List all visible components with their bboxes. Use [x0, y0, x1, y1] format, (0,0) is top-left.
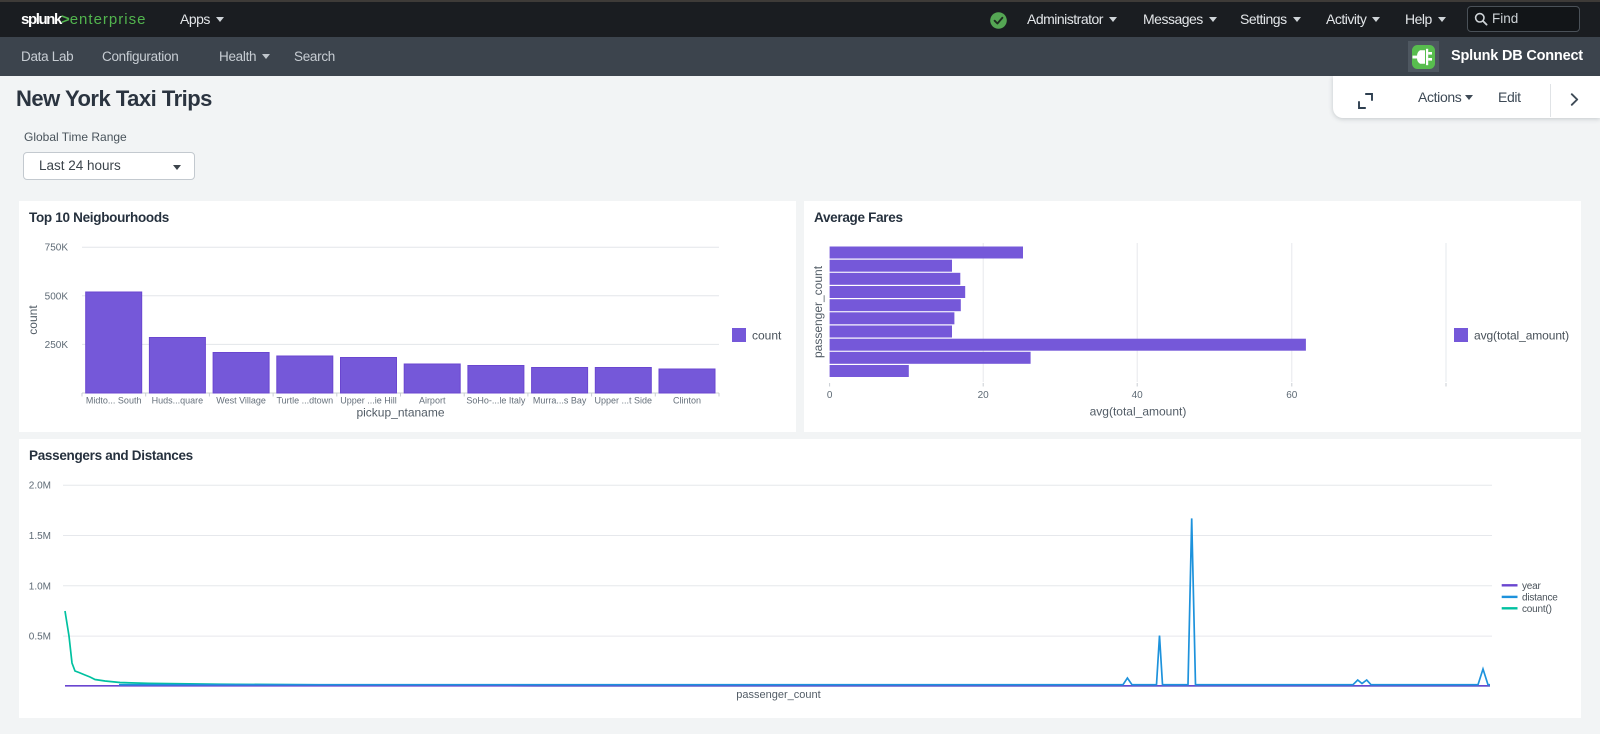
svg-text:avg(total_amount): avg(total_amount) [1090, 405, 1187, 419]
svg-text:2.0M: 2.0M [29, 481, 51, 492]
svg-text:1.5M: 1.5M [29, 531, 51, 542]
svg-text:Turtle ...dtown: Turtle ...dtown [276, 396, 333, 406]
svg-text:Upper ...t Side: Upper ...t Side [595, 396, 653, 406]
svg-text:distance: distance [1522, 592, 1558, 603]
svg-text:500K: 500K [45, 291, 69, 302]
svg-text:Huds...quare: Huds...quare [152, 396, 204, 406]
svg-text:passenger_count: passenger_count [811, 265, 825, 358]
svg-text:750K: 750K [45, 243, 69, 254]
svg-text:Murra...s Bay: Murra...s Bay [533, 396, 587, 406]
svg-text:0.5M: 0.5M [29, 632, 51, 643]
svg-text:40: 40 [1132, 390, 1144, 401]
svg-text:Clinton: Clinton [673, 396, 701, 406]
svg-text:Airport: Airport [419, 396, 446, 406]
svg-text:SoHo-...le Italy: SoHo-...le Italy [466, 396, 526, 406]
svg-text:count(): count() [1522, 604, 1552, 615]
svg-text:passenger_count: passenger_count [736, 689, 820, 701]
svg-text:West Village: West Village [216, 396, 266, 406]
svg-text:year: year [1522, 581, 1542, 592]
svg-text:count: count [752, 329, 782, 343]
svg-text:Midto... South: Midto... South [86, 396, 142, 406]
svg-text:count: count [26, 305, 40, 335]
svg-text:avg(total_amount): avg(total_amount) [1474, 329, 1569, 343]
svg-text:20: 20 [978, 390, 990, 401]
svg-text:pickup_ntaname: pickup_ntaname [356, 406, 444, 420]
svg-text:60: 60 [1286, 390, 1298, 401]
svg-text:250K: 250K [45, 340, 69, 351]
svg-text:0: 0 [827, 390, 833, 401]
svg-text:Upper ...ie Hill: Upper ...ie Hill [340, 396, 397, 406]
svg-text:1.0M: 1.0M [29, 581, 51, 592]
